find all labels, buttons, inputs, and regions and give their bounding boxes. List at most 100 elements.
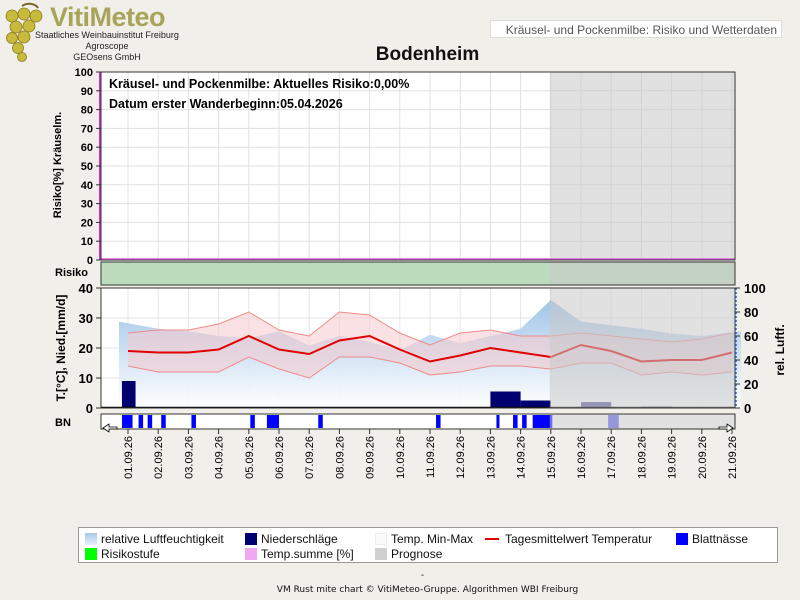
- legend-item-temp-min-max: Temp. Min-Max: [375, 531, 473, 546]
- leaf-wetness-segment: [161, 415, 166, 428]
- legend-swatch-prognose: [375, 547, 387, 560]
- precipitation-bar: [121, 381, 136, 408]
- legend-swatch-humidity: [85, 532, 97, 545]
- annotation-first-migration: Datum erster Wanderbeginn:05.04.2026: [109, 97, 343, 111]
- chart-legend: relative Luftfeuchtigkeit Niederschläge …: [78, 527, 778, 563]
- risk-strip-label: Risiko: [55, 267, 88, 279]
- risk-y-tick-label: 40: [81, 180, 93, 192]
- risk-y-tick-label: 10: [81, 236, 93, 248]
- weather-left-tick-label: 20: [79, 341, 93, 356]
- x-tick-label: 04.09.26: [214, 436, 226, 479]
- x-tick-label: 02.09.26: [153, 436, 165, 479]
- x-tick-label: 05.09.26: [244, 436, 256, 479]
- legend-swatch-mean-temp: [485, 537, 499, 540]
- page-title: Bodenheim: [375, 44, 480, 65]
- risk-strip-frame: [100, 261, 736, 286]
- legend-swatch-temp-sum: [245, 547, 257, 560]
- weather-left-tick-label: 0: [86, 401, 93, 416]
- logo-title: VitiMeteo: [50, 2, 166, 32]
- legend-item-risk-level: Risikostufe: [85, 546, 160, 561]
- logo-line-geosens: GEOsens GmbH: [73, 52, 141, 62]
- weather-left-tick-label: 30: [79, 311, 93, 326]
- precipitation-bar: [490, 391, 521, 408]
- leaf-wetness-segment: [191, 415, 196, 428]
- x-tick-label: 12.09.26: [455, 436, 467, 479]
- leaf-wetness-segment: [121, 415, 133, 428]
- prognose-shade-risk: [549, 72, 735, 260]
- legend-item-prognose: Prognose: [375, 546, 442, 561]
- risk-y-tick-label: 20: [81, 217, 93, 229]
- weather-left-tick-label: 10: [79, 371, 93, 386]
- legend-item-mean-temp: Tagesmittelwert Temperatur: [485, 531, 652, 546]
- weather-right-tick-label: 0: [744, 401, 751, 416]
- footer-credits: VM Rust mite chart © VitiMeteo-Gruppe. A…: [276, 585, 579, 595]
- vitimeteo-logo: VitiMeteo Staatliches Weinbauinstitut Fr…: [2, 2, 192, 62]
- date-x-axis: 01.09.26 02.09.26 03.09.26 04.09.26 05.09.26…: [123, 429, 739, 479]
- annotation-current-risk: Kräusel- und Pockenmilbe: Aktuelles Risi…: [109, 77, 409, 91]
- prognose-shade-weather: [549, 288, 735, 408]
- weather-y-axis-right: 0 20 40 60 80 100: [735, 281, 766, 416]
- risk-y-tick-label: 70: [81, 123, 93, 135]
- leaf-wetness-segment: [138, 415, 144, 428]
- leaf-wetness-segment: [436, 415, 441, 428]
- risk-y-axis: 0 10 20 30 40 50 60 70 80 90 100: [75, 67, 101, 267]
- x-tick-label: 06.09.26: [274, 436, 286, 479]
- x-tick-label: 21.09.26: [727, 436, 739, 479]
- risk-y-axis-label: Risiko[%] Kräuselm.: [52, 112, 64, 218]
- footer-dash: -: [420, 570, 425, 581]
- x-tick-label: 11.09.26: [425, 436, 437, 478]
- legend-item-temp-sum: Temp.summe [%]: [245, 546, 354, 561]
- leaf-wetness-segment: [147, 415, 153, 428]
- prognose-shade-strip: [549, 262, 735, 285]
- weather-right-tick-label: 60: [744, 329, 758, 344]
- x-tick-label: 19.09.26: [667, 436, 679, 479]
- x-tick-label: 18.09.26: [636, 436, 648, 479]
- legend-swatch-leaf-wetness: [676, 532, 688, 545]
- weather-y-axis-left-label: T.[°C], Nied.[mm/d]: [54, 295, 68, 402]
- x-tick-label: 07.09.26: [304, 436, 316, 479]
- legend-item-leaf-wetness: Blattnässe: [676, 531, 748, 546]
- weather-left-tick-label: 40: [79, 281, 93, 296]
- x-tick-label: 20.09.26: [697, 436, 709, 479]
- logo-line-institute: Staatliches Weinbauinstitut Freiburg: [35, 30, 179, 40]
- legend-swatch-temp-min-max: [375, 532, 387, 545]
- leaf-wetness-segment: [532, 415, 553, 428]
- prognose-shade-bn: [549, 414, 735, 429]
- x-tick-label: 16.09.26: [576, 436, 588, 479]
- risk-y-tick-label: 100: [75, 67, 93, 79]
- risk-y-tick-label: 0: [87, 255, 93, 267]
- bn-strip-label: BN: [55, 417, 71, 429]
- risk-weather-chart: 0 10 20 30 40 50 60 70 80 90 100 0 10 20 30 40 0 20 40 60…: [52, 67, 787, 479]
- leaf-wetness-segment: [318, 415, 323, 428]
- bn-strip-frame: [100, 413, 736, 430]
- x-tick-label: 08.09.26: [334, 436, 346, 479]
- scroll-right-arrow-icon[interactable]: [718, 423, 734, 433]
- x-tick-label: 03.09.26: [183, 436, 195, 479]
- weather-y-axis-right-label: rel. Luftf.: [773, 324, 787, 375]
- precipitation-bar: [520, 400, 551, 408]
- x-tick-label: 15.09.26: [546, 436, 558, 479]
- risk-y-tick-label: 30: [81, 199, 93, 211]
- x-tick-label: 01.09.26: [123, 436, 135, 479]
- grape-icon: [5, 2, 43, 62]
- legend-swatch-risk-level: [85, 547, 97, 560]
- legend-item-humidity: relative Luftfeuchtigkeit: [85, 531, 224, 546]
- leaf-wetness-segment: [513, 415, 518, 428]
- leaf-wetness-segment: [496, 415, 500, 428]
- x-tick-label: 13.09.26: [485, 436, 497, 479]
- weather-right-tick-label: 40: [744, 353, 758, 368]
- leaf-wetness-segment: [250, 415, 255, 428]
- logo-line-agroscope: Agroscope: [85, 41, 129, 51]
- weather-y-axis-left: 0 10 20 30 40: [79, 281, 101, 416]
- chart-type-label: Kräusel- und Pockenmilbe: Risiko und Wet…: [490, 20, 782, 38]
- scroll-left-arrow-icon[interactable]: [102, 423, 118, 433]
- legend-swatch-precipitation: [245, 532, 257, 545]
- leaf-wetness-segment: [266, 415, 279, 428]
- x-tick-label: 09.09.26: [365, 436, 377, 479]
- legend-item-precipitation: Niederschläge: [245, 531, 338, 546]
- weather-right-tick-label: 100: [744, 281, 766, 296]
- x-tick-label: 14.09.26: [516, 436, 528, 479]
- risk-y-tick-label: 90: [81, 86, 93, 98]
- weather-right-tick-label: 20: [744, 377, 758, 392]
- x-tick-label: 10.09.26: [395, 436, 407, 479]
